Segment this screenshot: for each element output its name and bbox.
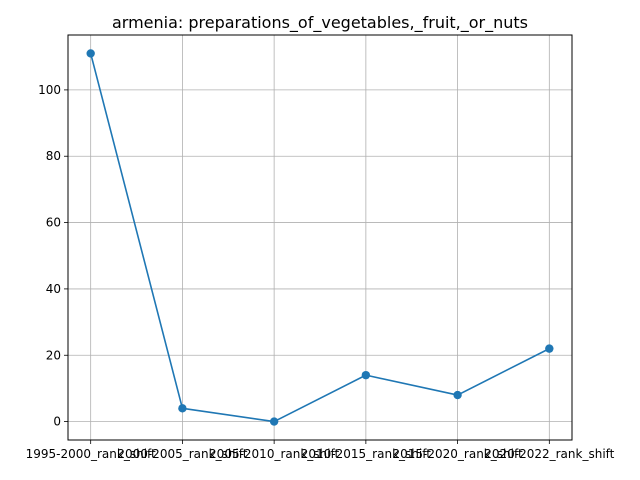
- plot-area: [68, 35, 572, 440]
- data-point: [361, 370, 371, 380]
- y-tick-label: 100: [38, 83, 61, 97]
- data-point: [545, 344, 554, 353]
- data-series: [86, 49, 554, 426]
- y-tick-label: 0: [53, 415, 61, 429]
- axes-frame: [67, 34, 573, 441]
- axis-ticks: 1995-2000_rank_shift2000-2005_rank_shift…: [26, 83, 615, 461]
- chart-title: armenia: preparations_of_vegetables,_fru…: [112, 13, 528, 33]
- x-tick-label: 1995-2000_rank_shift: [26, 447, 156, 461]
- data-point: [453, 390, 462, 400]
- x-tick-label: 2010-2015_rank_shift: [301, 447, 431, 461]
- y-tick-label: 60: [46, 216, 61, 230]
- x-tick-label: 2000-2005_rank_shift: [117, 447, 247, 461]
- series-line: [89, 53, 550, 423]
- y-tick-label: 40: [46, 282, 61, 296]
- axes-spines: [67, 34, 573, 441]
- x-tick-label: 2005-2010_rank_shift: [209, 447, 339, 461]
- y-tick-label: 20: [46, 348, 61, 362]
- data-point: [269, 417, 279, 426]
- data-point: [86, 49, 95, 58]
- x-tick-label: 2020-2022_rank_shift: [484, 447, 614, 461]
- x-tick-label: 2015-2020_rank_shift: [393, 447, 523, 461]
- data-point: [178, 404, 187, 413]
- y-tick-label: 80: [46, 149, 61, 163]
